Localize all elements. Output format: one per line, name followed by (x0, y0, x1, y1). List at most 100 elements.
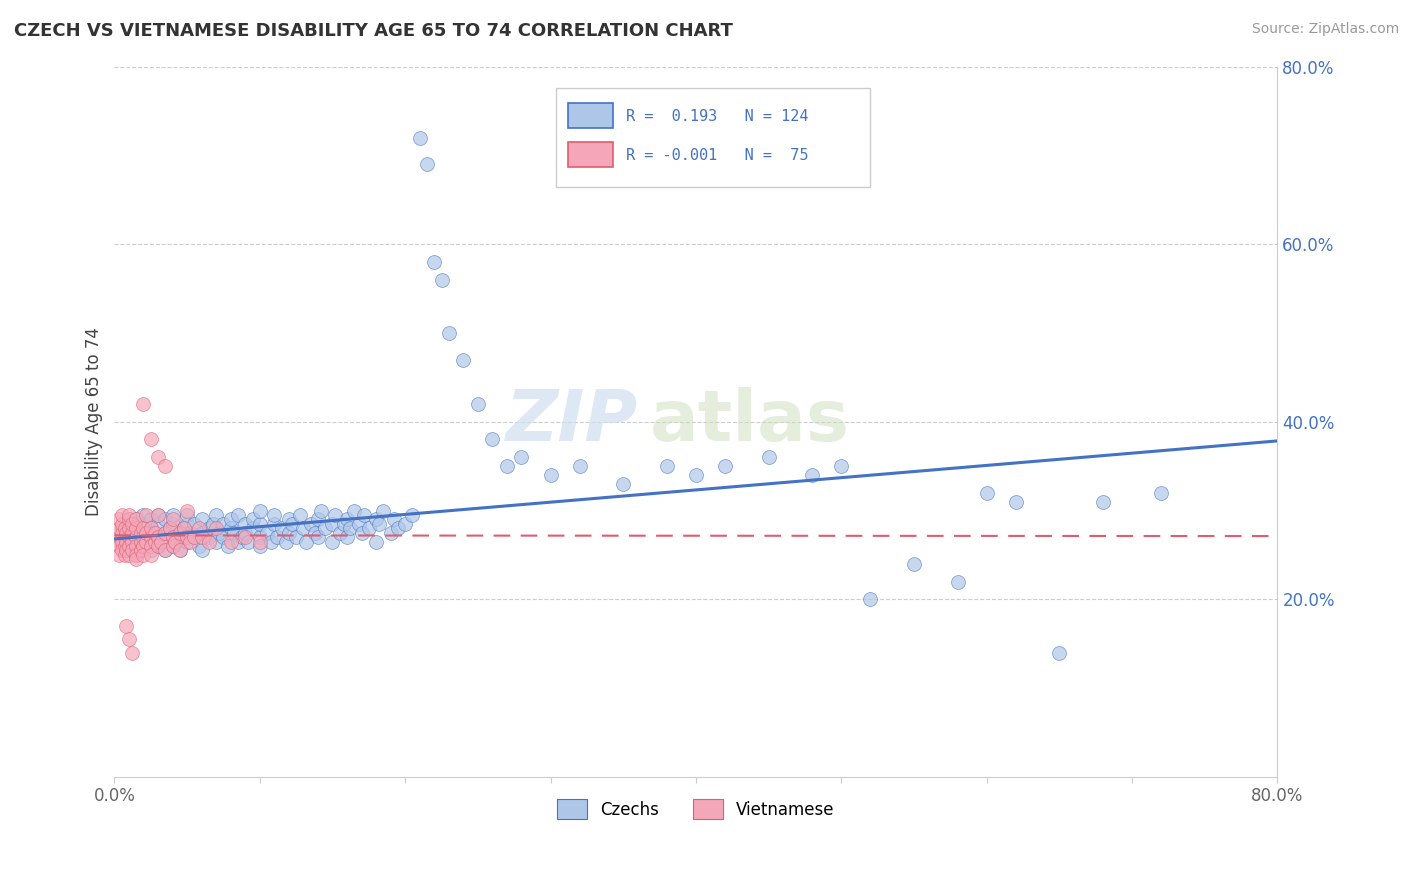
FancyBboxPatch shape (557, 88, 870, 187)
Point (107, 521, 129, 535)
Text: CZECH VS VIETNAMESE DISABILITY AGE 65 TO 74 CORRELATION CHART: CZECH VS VIETNAMESE DISABILITY AGE 65 TO… (14, 22, 733, 40)
Point (115, 543, 138, 558)
Point (121, 646, 143, 660)
Point (146, 508, 169, 522)
Point (364, 534, 387, 549)
Point (118, 512, 141, 526)
Point (295, 534, 318, 549)
Point (336, 512, 359, 526)
Point (212, 530, 235, 544)
Point (135, 530, 157, 544)
Point (233, 530, 256, 544)
Point (859, 592, 882, 607)
Point (132, 539, 155, 553)
Point (162, 539, 184, 553)
Point (169, 543, 191, 558)
Point (325, 508, 347, 522)
Point (114, 521, 136, 535)
Point (132, 521, 155, 535)
Point (118, 543, 141, 558)
Point (205, 508, 228, 522)
Point (903, 557, 925, 571)
Point (176, 508, 198, 522)
Point (179, 534, 201, 549)
Point (233, 516, 256, 531)
Point (1004, 494, 1026, 508)
Point (143, 534, 166, 549)
Point (173, 521, 195, 535)
Point (132, 530, 155, 544)
Point (655, 459, 678, 474)
Point (114, 548, 136, 562)
Point (187, 521, 209, 535)
Point (121, 516, 143, 531)
Point (380, 525, 402, 540)
Point (183, 530, 205, 544)
Point (118, 521, 141, 535)
Point (121, 525, 143, 540)
Point (162, 512, 184, 526)
Point (139, 512, 162, 526)
Point (132, 397, 155, 411)
Point (190, 512, 212, 526)
Point (510, 450, 533, 465)
Point (190, 543, 212, 558)
Point (183, 530, 205, 544)
Point (277, 512, 299, 526)
Point (155, 512, 177, 526)
Point (1091, 494, 1114, 508)
Point (260, 534, 283, 549)
Point (118, 632, 141, 647)
Point (139, 521, 162, 535)
Point (111, 539, 134, 553)
Point (382, 512, 405, 526)
Point (129, 543, 152, 558)
Point (249, 516, 271, 531)
Point (162, 530, 184, 544)
Point (155, 459, 177, 474)
Point (118, 548, 141, 562)
Point (173, 530, 195, 544)
Point (111, 525, 134, 540)
Point (125, 548, 148, 562)
Point (202, 516, 225, 531)
Point (162, 530, 184, 544)
Point (387, 521, 409, 535)
Point (242, 512, 264, 526)
Point (125, 539, 148, 553)
Point (149, 534, 172, 549)
Point (159, 521, 181, 535)
Point (685, 468, 707, 483)
Point (139, 521, 162, 535)
Point (277, 525, 299, 540)
Point (205, 521, 228, 535)
Point (165, 534, 187, 549)
Point (139, 530, 162, 544)
Point (115, 619, 138, 633)
Point (121, 534, 143, 549)
Point (401, 508, 423, 522)
Point (350, 525, 373, 540)
Point (226, 508, 249, 522)
Point (540, 468, 562, 483)
Point (107, 530, 129, 544)
Point (162, 516, 184, 531)
Point (231, 530, 253, 544)
Point (111, 521, 134, 535)
Point (125, 552, 148, 566)
Point (129, 534, 152, 549)
Point (190, 530, 212, 544)
Point (198, 534, 221, 549)
Point (205, 534, 228, 549)
Point (115, 534, 138, 549)
Point (169, 543, 191, 558)
Point (222, 525, 245, 540)
Point (146, 530, 169, 544)
Point (333, 516, 356, 531)
Point (321, 516, 343, 531)
Point (125, 530, 148, 544)
Point (111, 530, 134, 544)
Point (139, 534, 162, 549)
Point (353, 508, 375, 522)
Point (357, 521, 380, 535)
